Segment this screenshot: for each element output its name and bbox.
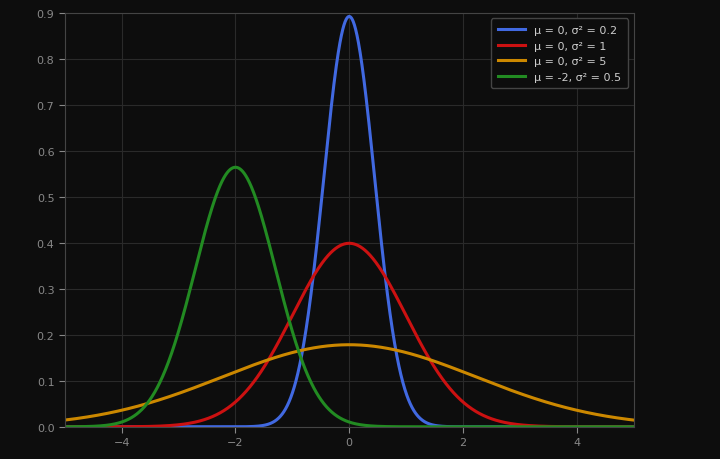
μ = 0, σ² = 1 [322,255,330,261]
μ = -2, σ² = 0.5 [323,404,331,410]
μ = 0, σ² = 1 [629,424,638,430]
μ = 0, σ² = 5 [89,413,98,419]
μ = -2, σ² = 0.5 [231,165,240,171]
μ = 0, σ² = 5 [60,417,69,423]
μ = 0, σ² = 1 [613,424,621,430]
μ = 0, σ² = 1 [508,421,517,427]
μ = 0, σ² = 5 [629,417,638,423]
μ = -2, σ² = 0.5 [508,424,517,430]
μ = 0, σ² = 0.2 [629,424,638,430]
μ = 0, σ² = 1 [89,424,98,430]
μ = 0, σ² = 5 [613,415,621,421]
μ = 0, σ² = 1 [613,424,621,430]
μ = -2, σ² = 0.5 [60,424,69,430]
μ = 0, σ² = 1 [60,424,69,430]
μ = 0, σ² = 5 [337,342,346,348]
μ = 0, σ² = 1 [345,241,354,246]
μ = 0, σ² = 0.2 [508,424,517,430]
μ = -2, σ² = 0.5 [613,424,621,430]
μ = 0, σ² = 1 [337,243,346,248]
Line: μ = 0, σ² = 1: μ = 0, σ² = 1 [65,244,634,427]
μ = 0, σ² = 5 [345,342,354,348]
Line: μ = -2, σ² = 0.5: μ = -2, σ² = 0.5 [65,168,634,427]
μ = 0, σ² = 0.2 [337,34,346,39]
μ = 0, σ² = 0.2 [613,424,621,430]
Line: μ = 0, σ² = 0.2: μ = 0, σ² = 0.2 [65,17,634,427]
μ = -2, σ² = 0.5 [629,424,638,430]
μ = 0, σ² = 5 [508,388,517,394]
μ = 0, σ² = 5 [613,415,621,421]
μ = 0, σ² = 0.2 [613,424,621,430]
μ = -2, σ² = 0.5 [89,424,98,429]
μ = 0, σ² = 0.2 [60,424,69,430]
Legend: μ = 0, σ² = 0.2, μ = 0, σ² = 1, μ = 0, σ² = 5, μ = -2, σ² = 0.5: μ = 0, σ² = 0.2, μ = 0, σ² = 1, μ = 0, σ… [491,19,628,89]
μ = -2, σ² = 0.5 [338,416,346,422]
μ = 0, σ² = 5 [322,343,330,349]
Line: μ = 0, σ² = 5: μ = 0, σ² = 5 [65,345,634,420]
μ = -2, σ² = 0.5 [613,424,621,430]
μ = 0, σ² = 0.2 [322,151,330,157]
μ = 0, σ² = 0.2 [345,15,354,20]
μ = 0, σ² = 0.2 [89,424,98,430]
